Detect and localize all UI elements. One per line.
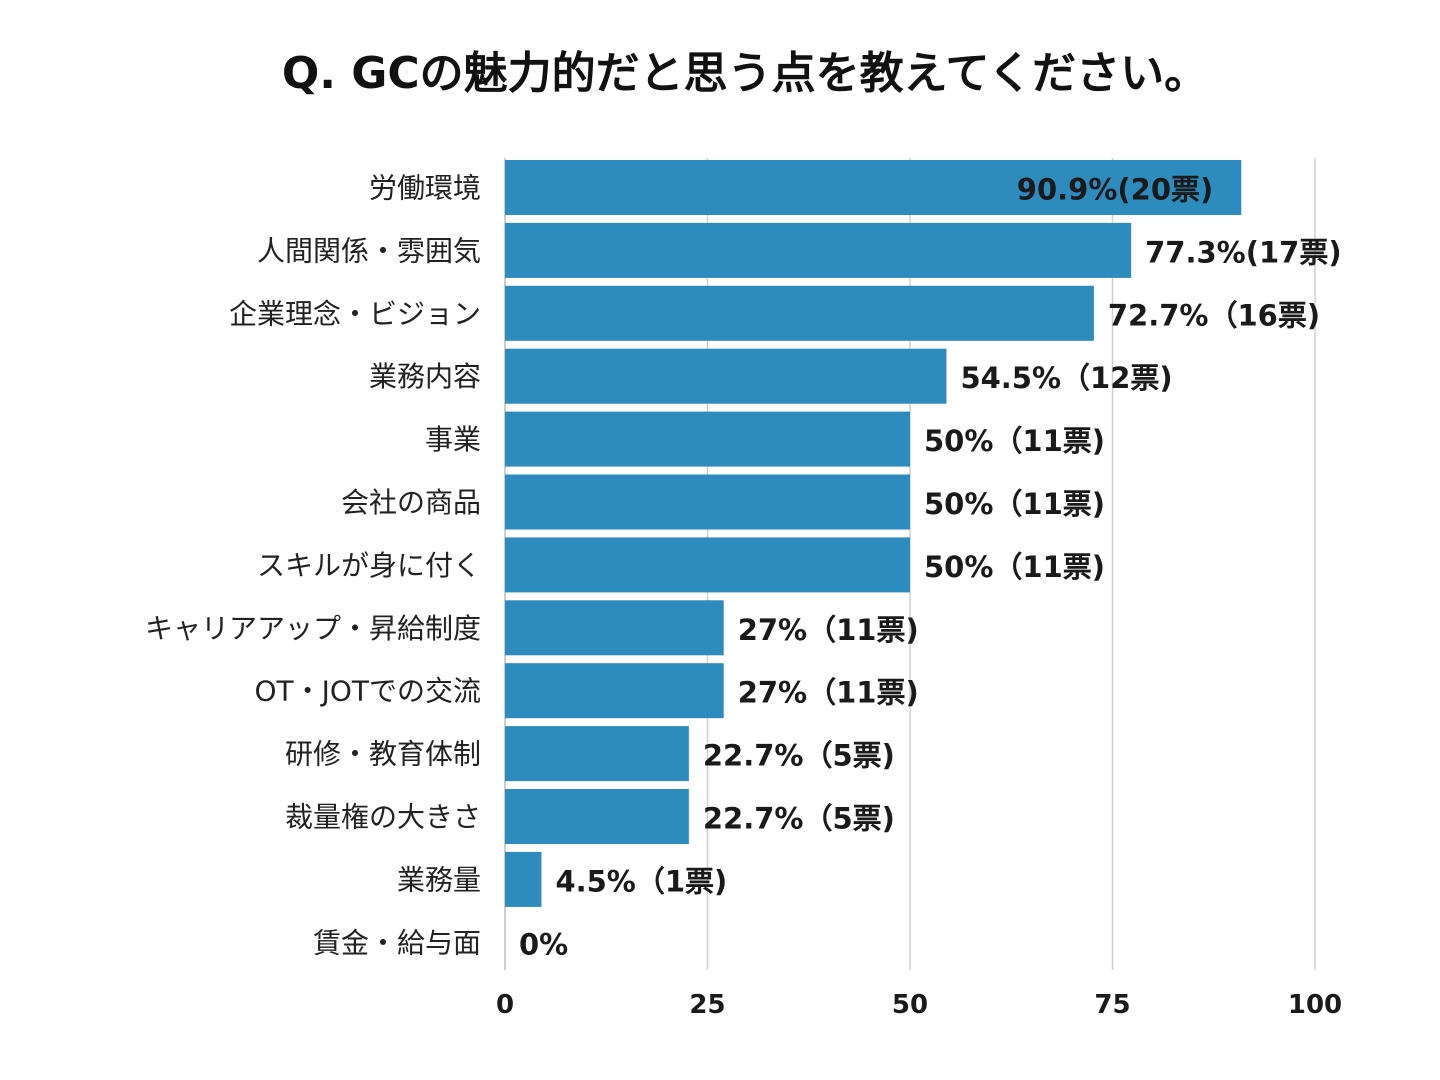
bar [505, 789, 689, 844]
chart-title: Q. GCの魅力的だと思う点を教えてください。 [282, 48, 1208, 99]
x-tick-label: 100 [1288, 990, 1342, 1020]
data-label: 50%（11票) [924, 550, 1105, 584]
bar [505, 411, 910, 467]
data-label: 54.5%（12票) [960, 361, 1172, 395]
data-label: 0% [519, 927, 568, 961]
category-labels: 労働環境人間関係・雰囲気企業理念・ビジョン業務内容事業会社の商品スキルが身に付く… [145, 172, 481, 960]
x-tick-label: 75 [1094, 990, 1130, 1020]
x-tick-label: 0 [496, 990, 514, 1020]
bar [505, 726, 689, 782]
category-label: 人間関係・雰囲気 [257, 234, 481, 267]
category-label: OT・JOTでの交流 [254, 675, 481, 708]
category-label: 賃金・給与面 [313, 926, 481, 959]
bar [505, 474, 910, 530]
category-label: スキルが身に付く [257, 549, 481, 582]
x-tick-label: 50 [892, 990, 928, 1020]
bar [505, 663, 724, 719]
data-label: 72.7%（16票) [1108, 298, 1320, 332]
category-label: 企業理念・ビジョン [229, 297, 481, 330]
data-label: 22.7%（5票) [703, 802, 895, 836]
bar [505, 348, 947, 404]
bar [505, 537, 910, 593]
category-label: 業務内容 [369, 360, 481, 393]
data-label: 4.5%（1票) [555, 864, 727, 898]
category-label: キャリアアップ・昇給制度 [145, 612, 481, 645]
bar [505, 600, 724, 656]
data-label: 50%（11票) [924, 487, 1105, 521]
data-label: 22.7%（5票) [703, 739, 895, 773]
category-label: 裁量権の大きさ [285, 801, 481, 834]
bar [505, 160, 1242, 215]
bar [505, 851, 542, 907]
data-label: 50%（11票) [924, 424, 1105, 458]
data-labels: 90.9%(20票) 77.3%(17票) 72.7%（16票) 54.5%（12票)… [519, 173, 1342, 962]
bars [505, 160, 1242, 907]
bar [505, 285, 1094, 341]
category-label: 事業 [425, 423, 481, 456]
category-label: 研修・教育体制 [285, 738, 481, 771]
data-label: 27%（11票) [738, 613, 919, 647]
category-label: 会社の商品 [341, 486, 481, 519]
category-label: 労働環境 [369, 172, 481, 205]
category-label: 業務量 [397, 863, 481, 896]
data-label: 27%（11票) [738, 676, 919, 710]
data-label: 77.3%(17票) [1145, 235, 1341, 269]
x-tick-label: 25 [689, 990, 725, 1020]
data-label: 90.9%(20票) [1017, 173, 1213, 207]
x-axis-ticks: 0 25 50 75 100 [496, 990, 1342, 1020]
bar [505, 222, 1132, 278]
